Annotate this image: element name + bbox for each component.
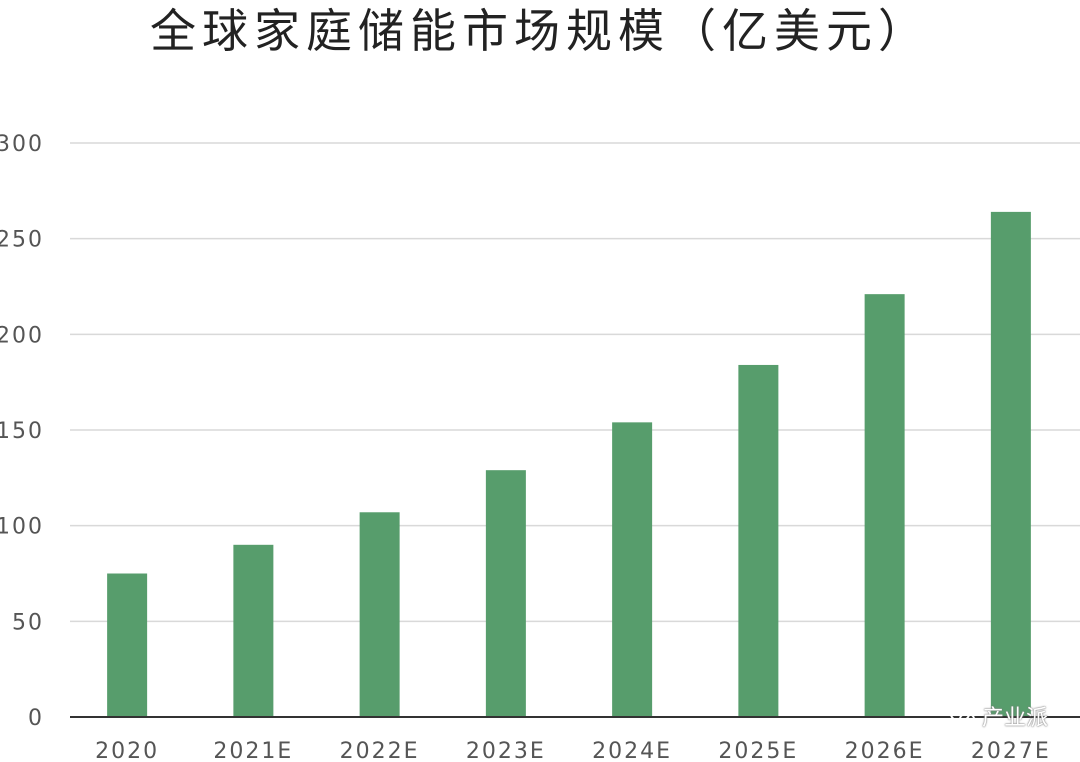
- x-tick-label: 2023E: [466, 739, 546, 762]
- x-tick-label: 2024E: [592, 739, 672, 762]
- y-tick-label: 250: [0, 228, 44, 253]
- bar-2026E: [864, 294, 905, 717]
- bar-2022E: [359, 512, 400, 717]
- bar-2020: [107, 573, 148, 717]
- wechat-icon: [949, 706, 975, 726]
- y-tick-label: 0: [28, 706, 44, 731]
- bar-2025E: [738, 364, 779, 717]
- bar-2023E: [485, 470, 526, 717]
- bar-2027E: [990, 211, 1031, 717]
- bar-2024E: [612, 422, 653, 717]
- x-tick-label: 2026E: [845, 739, 925, 762]
- x-tick-label: 2021E: [213, 739, 293, 762]
- y-tick-label: 100: [0, 515, 44, 540]
- chart-title: 全球家庭储能市场规模（亿美元）: [150, 4, 930, 58]
- x-tick-label: 2022E: [340, 739, 420, 762]
- x-tick-label: 2020: [95, 739, 159, 762]
- y-tick-label: 50: [12, 610, 44, 635]
- y-tick-label: 150: [0, 419, 44, 444]
- y-tick-label: 300: [0, 132, 44, 157]
- x-tick-label: 2025E: [718, 739, 798, 762]
- watermark: 产业派: [949, 700, 1048, 732]
- x-tick-label: 2027E: [971, 739, 1051, 762]
- y-tick-label: 200: [0, 323, 44, 348]
- watermark-text: 产业派: [981, 706, 1048, 731]
- bar-2021E: [233, 544, 274, 717]
